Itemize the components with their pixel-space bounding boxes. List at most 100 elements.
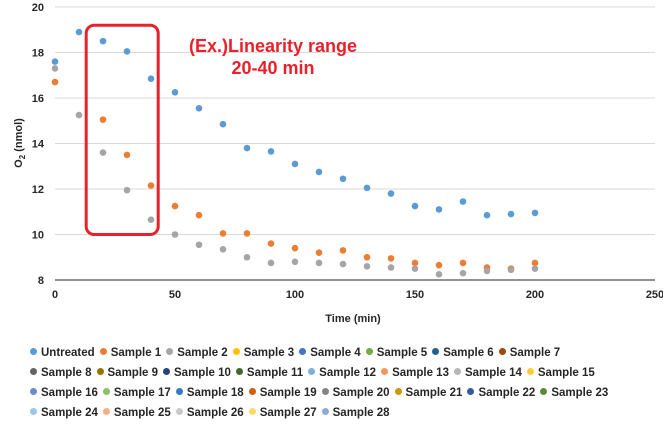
data-point: [531, 209, 539, 217]
x-axis-label: Time (min): [325, 313, 381, 325]
legend-label: Sample 18: [186, 387, 244, 399]
y-tick-label: 8: [38, 275, 44, 287]
legend: Untreated Sample 1 Sample 2 Sample 3 Sample …: [30, 343, 660, 423]
data-point: [387, 255, 395, 262]
y-tick-label: 18: [32, 48, 44, 60]
x-tick-label: 50: [169, 289, 181, 301]
legend-row: Untreated Sample 1 Sample 2 Sample 3 Sample …: [30, 343, 660, 363]
data-point: [315, 168, 323, 176]
legend-label: Sample 16: [41, 387, 98, 399]
legend-row: Sample 24 Sample 25 Sample 26 Sample 27 Samp…: [30, 403, 660, 423]
legend-label: Sample 5: [376, 347, 428, 359]
data-point: [51, 58, 59, 65]
data-point: [387, 190, 395, 197]
data-point: [483, 267, 491, 275]
legend-marker-icon: [175, 408, 183, 415]
legend-item: Sample 26: [175, 403, 244, 423]
data-point: [147, 75, 155, 82]
legend-item: Sample 21: [394, 383, 462, 403]
legend-marker-icon: [175, 388, 183, 395]
legend-label: Sample 27: [259, 407, 317, 419]
data-point: [459, 269, 467, 277]
legend-item: Sample 12: [308, 363, 376, 383]
data-point: [339, 175, 347, 183]
legend-item: Sample 25: [102, 403, 171, 423]
legend-item: Sample 5: [365, 343, 428, 363]
data-point: [483, 211, 491, 219]
legend-label: Sample 26: [186, 407, 244, 419]
legend-item: Sample 4: [299, 343, 361, 363]
data-point: [291, 160, 299, 168]
legend-label: Sample 14: [464, 367, 522, 379]
legend-marker-icon: [166, 348, 174, 355]
legend-marker-icon: [163, 368, 170, 375]
y-tick-label: 14: [32, 139, 45, 151]
data-point: [315, 249, 323, 256]
legend-item: Sample 23: [540, 383, 608, 403]
data-points: [51, 28, 539, 278]
data-point: [75, 28, 83, 36]
legend-marker-icon: [498, 348, 506, 355]
legend-item: Sample 28: [321, 403, 390, 423]
data-point: [171, 89, 179, 96]
data-point: [51, 65, 59, 72]
data-point: [435, 261, 443, 269]
data-point: [363, 263, 371, 270]
data-point: [51, 78, 59, 86]
data-point: [363, 184, 371, 192]
x-tick-label: 0: [52, 289, 58, 301]
data-point: [411, 265, 419, 272]
legend-marker-icon: [467, 388, 475, 395]
data-point: [531, 259, 539, 267]
legend-item: Sample 2: [166, 343, 228, 363]
legend-marker-icon: [96, 368, 104, 375]
legend-item: Sample 20: [321, 383, 390, 403]
data-point: [171, 231, 179, 238]
legend-marker-icon: [299, 348, 307, 355]
legend-marker-icon: [321, 408, 329, 415]
legend-marker-icon: [321, 388, 329, 395]
data-point: [435, 271, 443, 278]
data-point: [411, 259, 419, 267]
legend-marker-icon: [99, 348, 107, 355]
x-axis-ticks: 0 50 100 150 200 250: [52, 289, 663, 301]
legend-item: Untreated: [30, 343, 95, 363]
legend-item: Sample 15: [526, 363, 595, 383]
legend-item: Sample 6: [432, 343, 494, 363]
legend-item: Sample 8: [30, 363, 92, 383]
legend-marker-icon: [526, 368, 534, 375]
legend-label: Sample 1: [110, 347, 162, 359]
legend-marker-icon: [381, 368, 389, 375]
data-point: [171, 202, 179, 210]
legend-label: Sample 20: [332, 387, 390, 399]
legend-item: Sample 19: [248, 383, 317, 403]
legend-label: Sample 6: [443, 347, 494, 359]
legend-label: Sample 10: [174, 367, 231, 379]
x-tick-label: 200: [526, 289, 544, 301]
linearity-range-box: [84, 23, 160, 237]
legend-marker-icon: [248, 388, 256, 395]
legend-item: Sample 11: [235, 363, 303, 383]
data-point: [195, 241, 203, 249]
legend-label: Sample 2: [177, 347, 228, 359]
legend-item: Sample 3: [232, 343, 295, 363]
x-tick-label: 100: [286, 289, 304, 301]
legend-label: Sample 3: [243, 347, 295, 359]
y-tick-label: 10: [32, 230, 44, 242]
data-point: [387, 264, 395, 271]
legend-label: Sample 24: [41, 407, 98, 419]
y-tick-label: 20: [32, 2, 44, 14]
legend-label: Sample 22: [478, 387, 536, 399]
data-point: [363, 253, 371, 261]
data-point: [339, 260, 347, 268]
legend-label: Sample 25: [113, 407, 171, 419]
legend-item: Sample 1: [99, 343, 162, 363]
legend-label: Sample 23: [551, 387, 609, 399]
legend-item: Sample 27: [248, 403, 317, 423]
legend-marker-icon: [248, 408, 256, 415]
data-point: [243, 230, 251, 237]
data-point: [459, 259, 467, 267]
y-tick-label: 12: [32, 184, 44, 196]
legend-item: Sample 18: [175, 383, 244, 403]
data-point: [75, 111, 83, 119]
